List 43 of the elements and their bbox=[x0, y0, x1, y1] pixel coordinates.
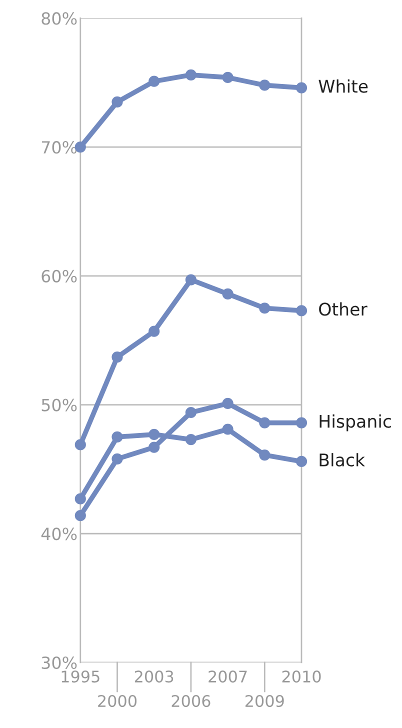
x-tick-label: 2000 bbox=[98, 694, 137, 708]
x-tick-label: 2006 bbox=[172, 694, 210, 708]
point bbox=[296, 82, 308, 94]
series-label: Other bbox=[319, 302, 368, 316]
point bbox=[222, 72, 234, 84]
point bbox=[259, 417, 270, 428]
point bbox=[259, 302, 270, 314]
x-tick-label: 2003 bbox=[134, 670, 174, 683]
x-tick-label: 1995 bbox=[62, 670, 100, 683]
y-tick-label: 30% bbox=[42, 656, 77, 670]
point bbox=[112, 453, 123, 464]
x-tick-label: 2009 bbox=[245, 694, 284, 708]
point bbox=[296, 456, 308, 468]
y-tick-label: 60% bbox=[42, 270, 77, 282]
point bbox=[259, 449, 270, 461]
series-label: Black bbox=[320, 453, 366, 466]
x-tick-label: 2007 bbox=[208, 670, 247, 683]
point bbox=[222, 424, 234, 435]
point bbox=[148, 76, 160, 87]
point bbox=[185, 274, 197, 286]
y-tick-label: 80% bbox=[42, 12, 77, 25]
point bbox=[74, 510, 86, 522]
point bbox=[148, 428, 160, 440]
point bbox=[222, 288, 234, 300]
point bbox=[74, 439, 86, 450]
series-label: White bbox=[318, 79, 368, 93]
point bbox=[112, 431, 123, 443]
point bbox=[148, 442, 160, 453]
y-tick-label: 50% bbox=[42, 398, 77, 412]
series-label: Hispanic bbox=[320, 414, 391, 432]
point bbox=[259, 80, 270, 91]
point bbox=[296, 305, 308, 316]
point bbox=[185, 69, 197, 80]
point bbox=[185, 406, 197, 418]
point bbox=[112, 352, 123, 363]
x-tick-label: 2010 bbox=[282, 670, 321, 683]
point bbox=[148, 326, 160, 337]
point bbox=[112, 96, 123, 108]
y-tick-label: 40% bbox=[41, 528, 77, 540]
point bbox=[222, 398, 234, 410]
point bbox=[74, 493, 86, 504]
point bbox=[185, 434, 197, 446]
point bbox=[296, 417, 308, 428]
